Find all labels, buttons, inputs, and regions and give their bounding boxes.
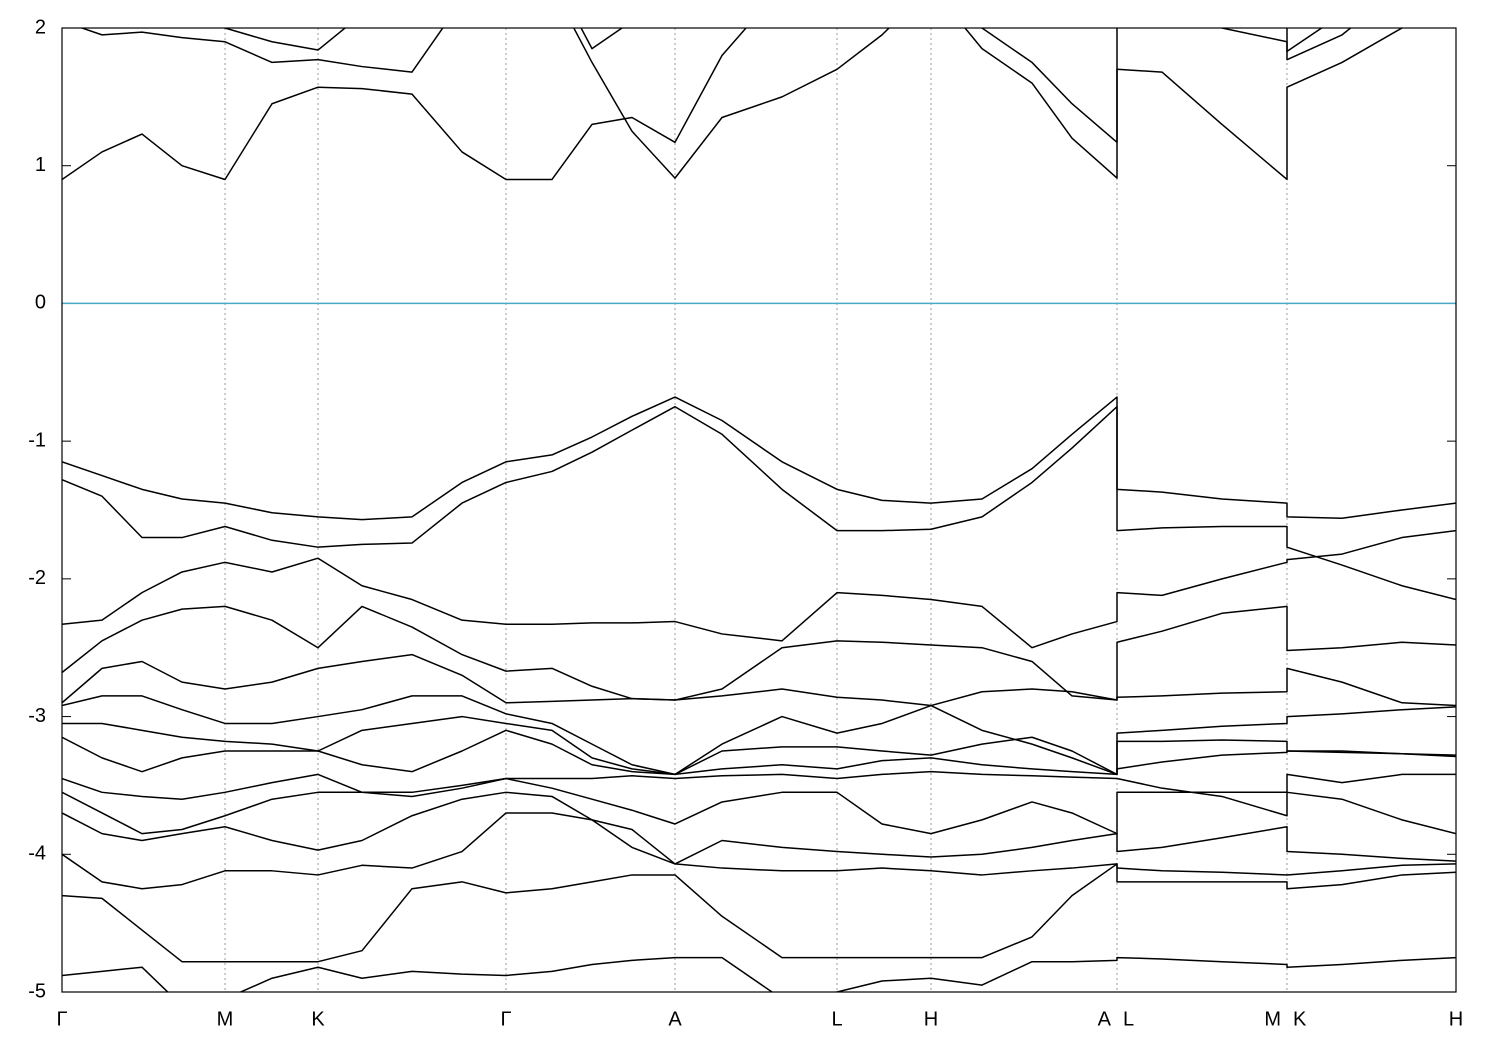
- band-line: [62, 777, 1456, 835]
- y-tick-label: -5: [28, 980, 46, 1002]
- band-line: [62, 770, 1456, 817]
- band-line: [79, 28, 1352, 179]
- band-line: [222, 28, 1323, 53]
- x-tick-label: A: [668, 1008, 682, 1030]
- band-line: [62, 715, 1456, 776]
- band-line: [62, 396, 1456, 521]
- band-line: [62, 605, 1456, 701]
- x-tick-label: H: [924, 1008, 938, 1030]
- x-tick-label: H: [1449, 1008, 1463, 1030]
- y-tick-label: -1: [28, 429, 46, 451]
- plot-frame: [61, 27, 1457, 993]
- x-tick-label: Γ: [500, 1008, 511, 1030]
- x-tick-label: K: [1293, 1008, 1307, 1030]
- bands: [62, 28, 1456, 992]
- band-line: [62, 812, 1456, 890]
- band-line: [62, 529, 1456, 649]
- y-tick-label: -2: [28, 567, 46, 589]
- y-tick-label: 0: [35, 292, 46, 314]
- band-line: [62, 653, 1456, 707]
- band-line: [62, 863, 1456, 963]
- x-tick-label: Γ: [56, 1008, 67, 1030]
- band-line: [62, 695, 1456, 776]
- band-line: [62, 729, 1456, 776]
- x-tick-label: M: [1264, 1008, 1281, 1030]
- y-tick-label: -4: [28, 843, 46, 865]
- x-tick-label: A: [1098, 1008, 1112, 1030]
- y-tick-label: 1: [35, 154, 46, 176]
- y-tick-label: 2: [35, 16, 46, 38]
- band-line: [62, 28, 1404, 181]
- x-tick-label: K: [311, 1008, 325, 1030]
- band-line: [62, 791, 1456, 865]
- x-tick-label: L: [831, 1008, 842, 1030]
- y-tick-label: -3: [28, 705, 46, 727]
- band-line: [62, 405, 1456, 601]
- band-line: [62, 956, 1456, 992]
- x-tick-label: M: [217, 1008, 234, 1030]
- x-tick-label: L: [1123, 1008, 1134, 1030]
